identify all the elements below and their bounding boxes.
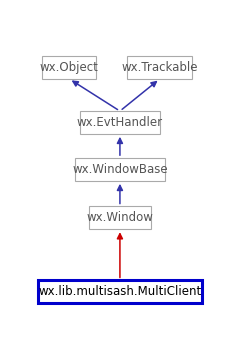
FancyBboxPatch shape: [89, 207, 151, 229]
Text: wx.EvtHandler: wx.EvtHandler: [77, 116, 163, 129]
FancyBboxPatch shape: [42, 56, 96, 79]
FancyBboxPatch shape: [80, 111, 160, 134]
Text: wx.Window: wx.Window: [87, 211, 153, 224]
Text: wx.Object: wx.Object: [40, 61, 99, 74]
Text: wx.Trackable: wx.Trackable: [122, 61, 198, 74]
FancyBboxPatch shape: [38, 280, 201, 303]
Text: wx.WindowBase: wx.WindowBase: [72, 163, 168, 176]
FancyBboxPatch shape: [127, 56, 193, 79]
FancyBboxPatch shape: [75, 158, 165, 181]
Text: wx.lib.multisash.MultiClient: wx.lib.multisash.MultiClient: [38, 285, 201, 298]
